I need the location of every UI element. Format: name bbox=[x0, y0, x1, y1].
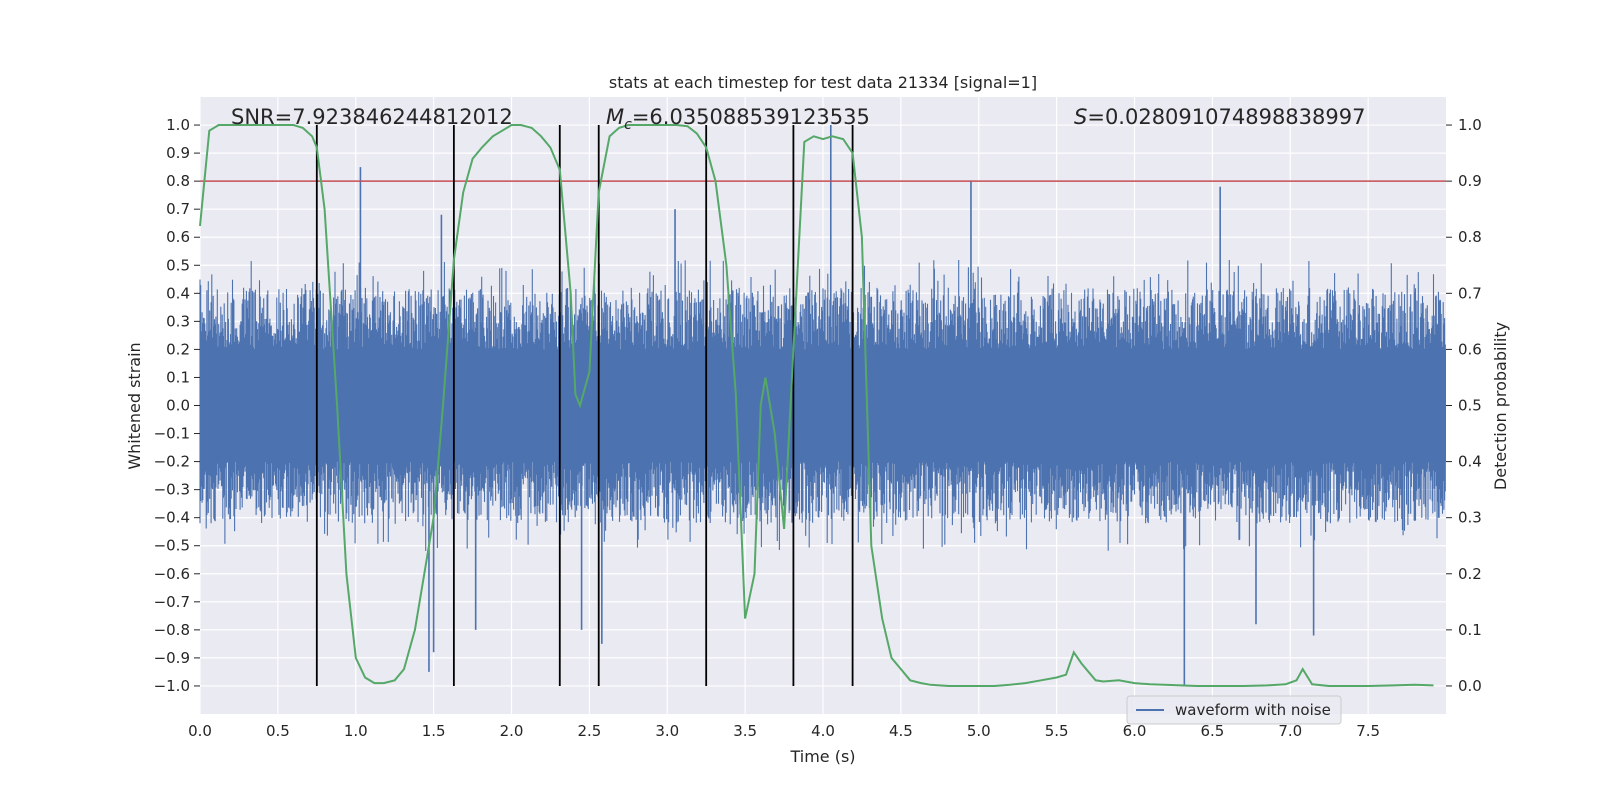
y-tick-label: −0.9 bbox=[154, 649, 190, 667]
axes: 0.0 0.5 1.0 1.5 2.0 2.5 3.0 3.5 4.0 4.5 5.0 5.5 6.0 6… bbox=[154, 116, 1482, 740]
y-tick-label: 0.0 bbox=[166, 397, 190, 415]
y-tick-label: 0.9 bbox=[166, 144, 190, 162]
legend: waveform with noise bbox=[1126, 695, 1342, 725]
x-tick-label: 5.5 bbox=[1045, 722, 1069, 740]
y-tick-label: 0.2 bbox=[166, 340, 190, 358]
y-tick-label: 0.4 bbox=[166, 284, 190, 302]
detection-probability-line bbox=[199, 124, 1434, 687]
y-tick-label: 0.8 bbox=[166, 172, 190, 190]
y-axis-label: Whitened strain bbox=[125, 342, 144, 469]
x-tick-label: 6.0 bbox=[1123, 722, 1147, 740]
x-tick-label: 4.0 bbox=[811, 722, 835, 740]
waveform-core-band bbox=[200, 349, 1446, 462]
y-tick-label: 0.7 bbox=[166, 200, 190, 218]
y2-tick-label: 0.5 bbox=[1458, 397, 1482, 415]
legend-box bbox=[1126, 695, 1342, 725]
y2-axis-label: Detection probability bbox=[1491, 322, 1510, 490]
y-tick-label: −0.4 bbox=[154, 509, 190, 527]
y-tick-label: −0.5 bbox=[154, 537, 190, 555]
y2-tick-label: 0.1 bbox=[1458, 621, 1482, 639]
y2-tick-label: 0.4 bbox=[1458, 453, 1482, 471]
y-tick-label: −0.8 bbox=[154, 621, 190, 639]
annotation-statistic: S=0.028091074898838997 bbox=[1074, 105, 1365, 129]
annotation-chirp-mass: Mc=6.035088539123535 bbox=[606, 105, 870, 133]
y2-tick-label: 0.6 bbox=[1458, 340, 1482, 358]
x-tick-label: 4.5 bbox=[889, 722, 913, 740]
x-tick-label: 5.0 bbox=[967, 722, 991, 740]
y-tick-label: −0.2 bbox=[154, 453, 190, 471]
x-tick-label: 3.0 bbox=[655, 722, 679, 740]
y-tick-label: 0.3 bbox=[166, 312, 190, 330]
y2-tick-label: 0.0 bbox=[1458, 677, 1482, 695]
x-tick-label: 7.5 bbox=[1356, 722, 1380, 740]
x-tick-label: 0.5 bbox=[266, 722, 290, 740]
annotation-mc-symbol: M bbox=[606, 105, 624, 129]
y-tick-label: −0.1 bbox=[154, 425, 190, 443]
x-tick-label: 2.0 bbox=[500, 722, 524, 740]
y-tick-label: −0.6 bbox=[154, 565, 190, 583]
series-waveform-with-noise bbox=[199, 125, 1446, 686]
annotation-mc-value: =6.035088539123535 bbox=[632, 105, 870, 129]
annotation-snr: SNR=7.923846244812012 bbox=[231, 105, 513, 129]
annotation-mc-subscript: c bbox=[624, 117, 632, 133]
y2-tick-label: 0.2 bbox=[1458, 565, 1482, 583]
y-tick-label: 0.5 bbox=[166, 256, 190, 274]
x-tick-label: 1.0 bbox=[344, 722, 368, 740]
y2-tick-label: 1.0 bbox=[1458, 116, 1482, 134]
chart-title: stats at each timestep for test data 213… bbox=[609, 73, 1037, 92]
x-tick-label: 6.5 bbox=[1200, 722, 1224, 740]
y-tick-label: −1.0 bbox=[154, 677, 190, 695]
y-tick-label: 0.1 bbox=[166, 368, 190, 386]
y2-tick-label: 0.7 bbox=[1458, 284, 1482, 302]
annotation-s-value: =0.028091074898838997 bbox=[1087, 105, 1365, 129]
y2-tick-label: 0.3 bbox=[1458, 509, 1482, 527]
x-tick-label: 3.5 bbox=[733, 722, 757, 740]
x-axis-label: Time (s) bbox=[789, 747, 855, 766]
annotation-s-symbol: S bbox=[1074, 105, 1087, 129]
x-tick-label: 7.0 bbox=[1278, 722, 1302, 740]
y-tick-label: 0.6 bbox=[166, 228, 190, 246]
x-tick-label: 2.5 bbox=[577, 722, 601, 740]
y-tick-label: −0.3 bbox=[154, 481, 190, 499]
y-tick-label: 1.0 bbox=[166, 116, 190, 134]
y2-tick-label: 0.9 bbox=[1458, 172, 1482, 190]
x-tick-label: 0.0 bbox=[188, 722, 212, 740]
legend-label-waveform: waveform with noise bbox=[1175, 701, 1331, 719]
series-detection-probability bbox=[199, 124, 1434, 687]
y2-tick-label: 0.8 bbox=[1458, 228, 1482, 246]
x-tick-label: 1.5 bbox=[422, 722, 446, 740]
event-markers bbox=[315, 125, 854, 686]
y-tick-label: −0.7 bbox=[154, 593, 190, 611]
